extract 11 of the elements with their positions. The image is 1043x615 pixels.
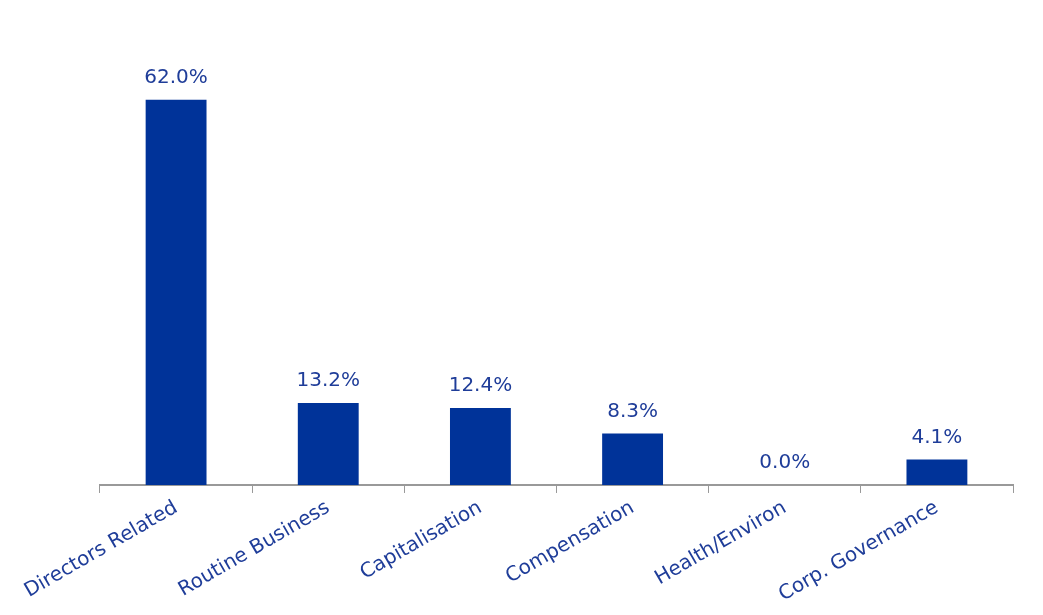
bar (602, 433, 664, 485)
bar (297, 402, 359, 485)
bar (449, 407, 511, 485)
bar (906, 459, 968, 485)
data-label: 12.4% (448, 372, 513, 397)
data-label: 13.2% (296, 367, 361, 392)
data-label: 0.0% (759, 449, 811, 474)
bar (145, 99, 207, 485)
data-label: 4.1% (911, 423, 963, 448)
data-label: 8.3% (607, 397, 658, 422)
data-label: 62.0% (144, 63, 208, 88)
